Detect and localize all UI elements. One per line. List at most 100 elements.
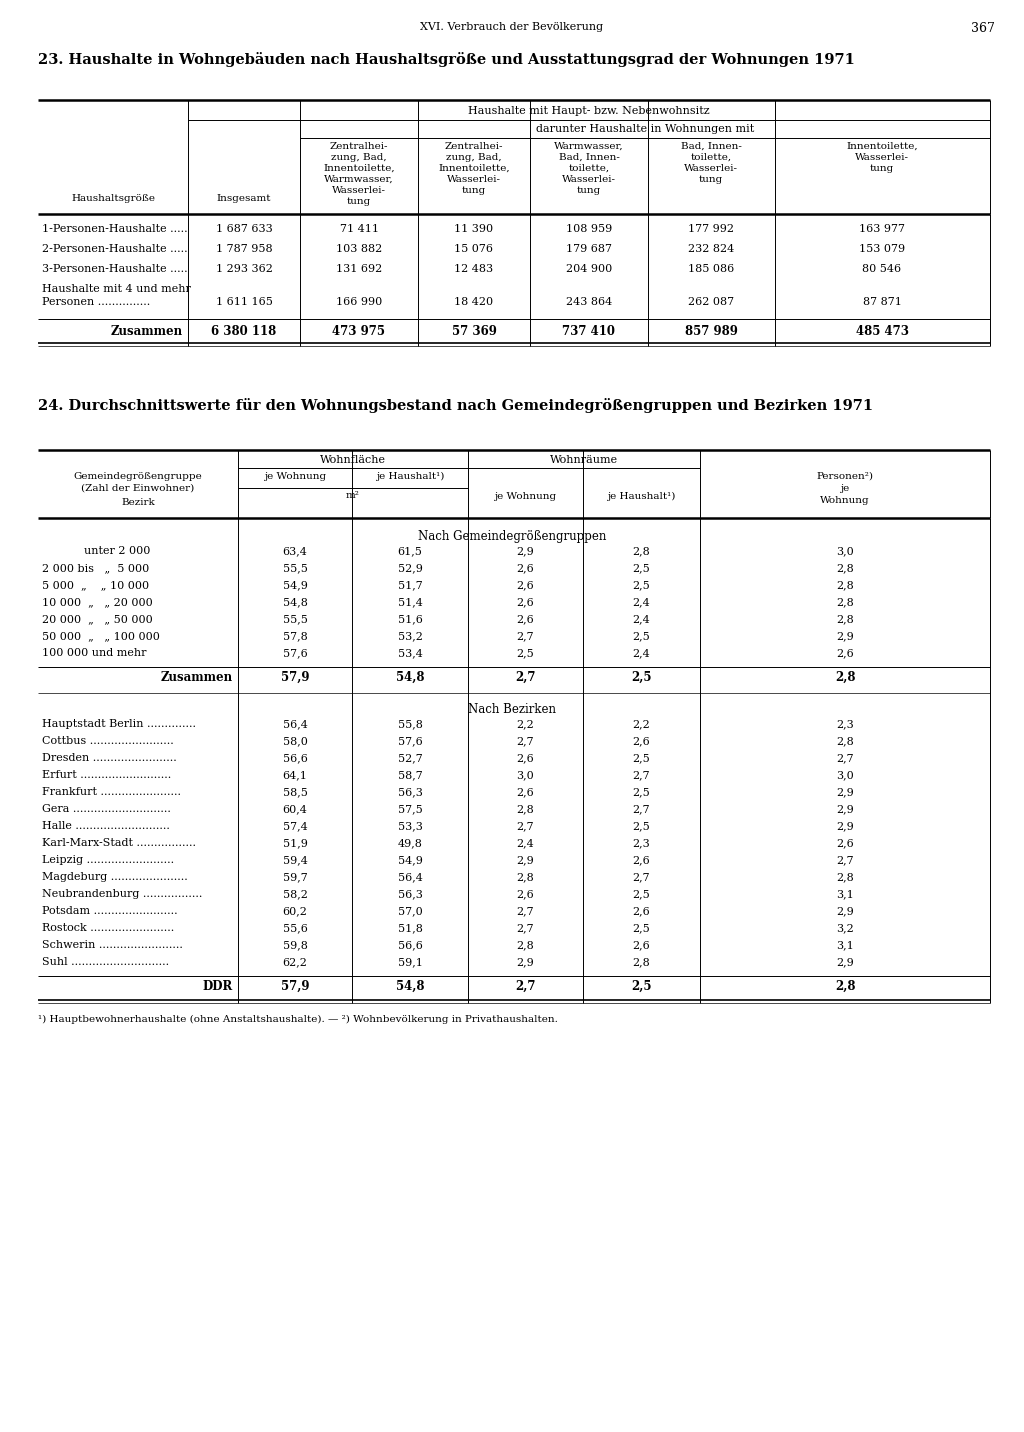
Text: 857 989: 857 989 [685, 325, 737, 338]
Text: 1 611 165: 1 611 165 [216, 296, 272, 306]
Text: 2,8: 2,8 [837, 597, 854, 607]
Text: darunter Haushalte in Wohnungen mit: darunter Haushalte in Wohnungen mit [536, 125, 754, 135]
Text: 243 864: 243 864 [566, 296, 612, 306]
Text: 2,6: 2,6 [516, 889, 534, 899]
Text: 2,9: 2,9 [837, 788, 854, 798]
Text: 2,6: 2,6 [516, 580, 534, 590]
Text: 3,0: 3,0 [516, 770, 534, 780]
Text: (Zahl der Einwohner): (Zahl der Einwohner) [81, 484, 195, 493]
Text: 80 546: 80 546 [862, 263, 901, 274]
Text: 52,7: 52,7 [397, 753, 422, 763]
Text: 131 692: 131 692 [336, 263, 382, 274]
Text: 53,4: 53,4 [397, 649, 423, 657]
Text: 473 975: 473 975 [333, 325, 385, 338]
Text: tung: tung [462, 186, 486, 195]
Text: 58,0: 58,0 [283, 736, 307, 746]
Text: unter 2 000: unter 2 000 [42, 546, 151, 556]
Text: 737 410: 737 410 [562, 325, 615, 338]
Text: 2,4: 2,4 [632, 649, 650, 657]
Text: 1-Personen-Haushalte .....: 1-Personen-Haushalte ..... [42, 223, 187, 233]
Text: Zentralhei-: Zentralhei- [330, 142, 388, 150]
Text: 2,5: 2,5 [631, 672, 651, 684]
Text: tung: tung [347, 198, 371, 206]
Text: 56,3: 56,3 [397, 889, 423, 899]
Text: 3,1: 3,1 [837, 889, 854, 899]
Text: 2,6: 2,6 [516, 753, 534, 763]
Text: Halle ...........................: Halle ........................... [42, 821, 170, 831]
Text: 2,9: 2,9 [837, 957, 854, 967]
Text: 3,0: 3,0 [837, 770, 854, 780]
Text: 1 787 958: 1 787 958 [216, 243, 272, 253]
Text: 2,4: 2,4 [632, 597, 650, 607]
Text: 5 000  „    „ 10 000: 5 000 „ „ 10 000 [42, 580, 150, 590]
Text: 1 293 362: 1 293 362 [216, 263, 272, 274]
Text: 153 079: 153 079 [859, 243, 905, 253]
Text: 61,5: 61,5 [397, 546, 423, 556]
Text: 18 420: 18 420 [455, 296, 494, 306]
Text: Nach Bezirken: Nach Bezirken [468, 703, 556, 716]
Text: 2,7: 2,7 [632, 872, 650, 882]
Text: 71 411: 71 411 [340, 223, 379, 233]
Text: 2,8: 2,8 [835, 672, 855, 684]
Text: 63,4: 63,4 [283, 546, 307, 556]
Text: 56,6: 56,6 [397, 939, 423, 949]
Text: Wohnung: Wohnung [820, 495, 869, 505]
Text: 2,8: 2,8 [632, 957, 650, 967]
Text: 2,7: 2,7 [516, 821, 534, 831]
Text: Gera ............................: Gera ............................ [42, 803, 171, 813]
Text: 2,9: 2,9 [837, 906, 854, 916]
Text: 56,4: 56,4 [397, 872, 423, 882]
Text: 262 087: 262 087 [688, 296, 734, 306]
Text: 51,4: 51,4 [397, 597, 423, 607]
Text: 2,6: 2,6 [632, 906, 650, 916]
Text: 60,2: 60,2 [283, 906, 307, 916]
Text: 166 990: 166 990 [336, 296, 382, 306]
Text: 58,5: 58,5 [283, 788, 307, 798]
Text: 2,5: 2,5 [632, 788, 650, 798]
Text: 2,2: 2,2 [516, 719, 534, 729]
Text: Warmwasser,: Warmwasser, [325, 175, 394, 183]
Text: 2,7: 2,7 [837, 855, 854, 865]
Text: Personen²): Personen²) [816, 473, 873, 481]
Text: tung: tung [869, 165, 894, 173]
Text: Potsdam ........................: Potsdam ........................ [42, 906, 177, 916]
Text: Wasserlei-: Wasserlei- [562, 175, 616, 183]
Text: 367: 367 [971, 21, 995, 34]
Text: 56,3: 56,3 [397, 788, 423, 798]
Text: 3-Personen-Haushalte .....: 3-Personen-Haushalte ..... [42, 263, 187, 274]
Text: 2,5: 2,5 [632, 753, 650, 763]
Text: 2,8: 2,8 [837, 580, 854, 590]
Text: Warmwasser,: Warmwasser, [554, 142, 624, 150]
Text: 2,6: 2,6 [516, 597, 534, 607]
Text: je Haushalt¹): je Haushalt¹) [607, 493, 675, 501]
Text: 2,8: 2,8 [835, 979, 855, 992]
Text: 10 000  „   „ 20 000: 10 000 „ „ 20 000 [42, 597, 153, 607]
Text: 52,9: 52,9 [397, 563, 423, 573]
Text: 2,4: 2,4 [516, 838, 534, 848]
Text: 2,7: 2,7 [632, 770, 650, 780]
Text: Wohnfläche: Wohnfläche [319, 455, 386, 465]
Text: 2,5: 2,5 [516, 649, 534, 657]
Text: Bad, Innen-: Bad, Innen- [681, 142, 741, 150]
Text: je Wohnung: je Wohnung [264, 473, 326, 481]
Text: Innentoilette,: Innentoilette, [846, 142, 918, 150]
Text: Wohnräume: Wohnräume [550, 455, 618, 465]
Text: toilette,: toilette, [568, 165, 609, 173]
Text: 3,2: 3,2 [837, 924, 854, 934]
Text: 3,1: 3,1 [837, 939, 854, 949]
Text: Haushalte mit 4 und mehr: Haushalte mit 4 und mehr [42, 284, 190, 294]
Text: 57 369: 57 369 [452, 325, 497, 338]
Text: 51,9: 51,9 [283, 838, 307, 848]
Text: 57,9: 57,9 [281, 979, 309, 992]
Text: 2-Personen-Haushalte .....: 2-Personen-Haushalte ..... [42, 243, 187, 253]
Text: Wasserlei-: Wasserlei- [447, 175, 501, 183]
Text: 11 390: 11 390 [455, 223, 494, 233]
Text: 60,4: 60,4 [283, 803, 307, 813]
Text: 2,7: 2,7 [516, 906, 534, 916]
Text: tung: tung [698, 175, 723, 183]
Text: Suhl ............................: Suhl ............................ [42, 957, 169, 967]
Text: 55,6: 55,6 [283, 924, 307, 934]
Text: Magdeburg ......................: Magdeburg ...................... [42, 872, 187, 882]
Text: Zentralhei-: Zentralhei- [444, 142, 503, 150]
Text: ¹) Hauptbewohnerhaushalte (ohne Anstaltshaushalte). — ²) Wohnbevölkerung in Priv: ¹) Hauptbewohnerhaushalte (ohne Anstalts… [38, 1015, 558, 1024]
